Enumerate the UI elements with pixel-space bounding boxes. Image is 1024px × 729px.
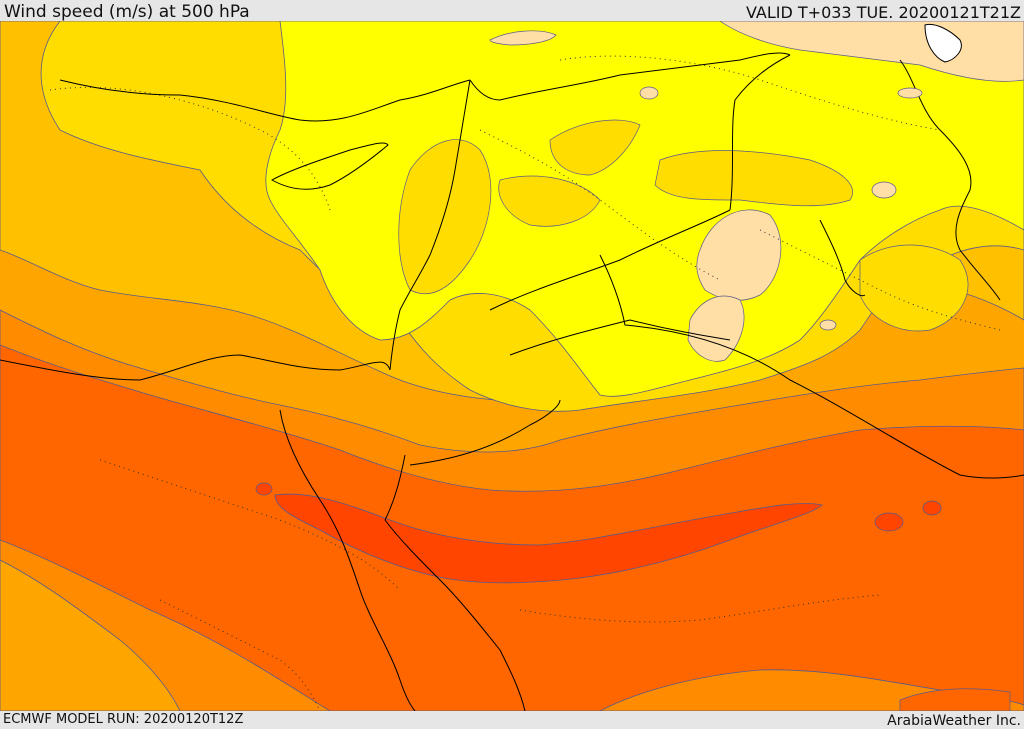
- red-sea-east-coast: [384, 454, 526, 711]
- cyprus: [270, 142, 389, 190]
- valid-time-label: VALID T+033 TUE. 20200121T21Z: [745, 3, 1021, 22]
- band-orange-sw: [0, 559, 181, 711]
- red-spot-far-east: [922, 500, 942, 516]
- lake-van: [924, 23, 962, 63]
- map-title: Wind speed (m/s) at 500 hPa: [4, 2, 250, 22]
- lakes: [639, 86, 923, 331]
- map-svg: [0, 21, 1024, 711]
- gold-patch-iraq: [654, 150, 853, 207]
- jordan-iraq-border: [489, 209, 731, 311]
- levant-coast: [389, 79, 471, 371]
- red-spot-west: [255, 482, 273, 496]
- iraq-syria-border: [729, 54, 791, 211]
- jordan-saudi-south: [409, 399, 561, 466]
- gold-patch-north: [498, 175, 601, 227]
- light-patch-saudi: [687, 295, 745, 362]
- turkey-syria-border: [469, 52, 791, 101]
- turkey-coast: [59, 79, 471, 122]
- gold-patch-east: [859, 244, 969, 332]
- model-run-label: ECMWF MODEL RUN: 20200120T12Z: [3, 712, 244, 727]
- gold-patch-levant: [398, 139, 492, 295]
- red-sea-west-coast: [279, 409, 416, 711]
- light-patch-iraq: [696, 209, 782, 301]
- light-patch-nw: [489, 30, 557, 46]
- saudi-iraq-border: [599, 254, 1024, 479]
- dotted-contours: [49, 55, 1001, 711]
- iraq-iran-border: [899, 59, 1001, 301]
- red-spot-east: [874, 512, 904, 532]
- header-bar: Wind speed (m/s) at 500 hPa VALID T+033 …: [0, 0, 1024, 22]
- footer-bar: ECMWF MODEL RUN: 20200120T12Z ArabiaWeat…: [0, 711, 1024, 729]
- wind-speed-map: [0, 21, 1024, 711]
- band-red-orange: [0, 344, 1024, 711]
- boundaries: [0, 23, 1024, 711]
- band-red: [274, 493, 823, 584]
- saudi-jordan-border: [509, 319, 731, 356]
- egypt-coast: [0, 354, 391, 381]
- credit-label: ArabiaWeather Inc.: [887, 713, 1021, 729]
- gold-patch-syria: [549, 119, 641, 176]
- band-red-se: [899, 688, 1011, 711]
- gulf-coast: [819, 219, 866, 297]
